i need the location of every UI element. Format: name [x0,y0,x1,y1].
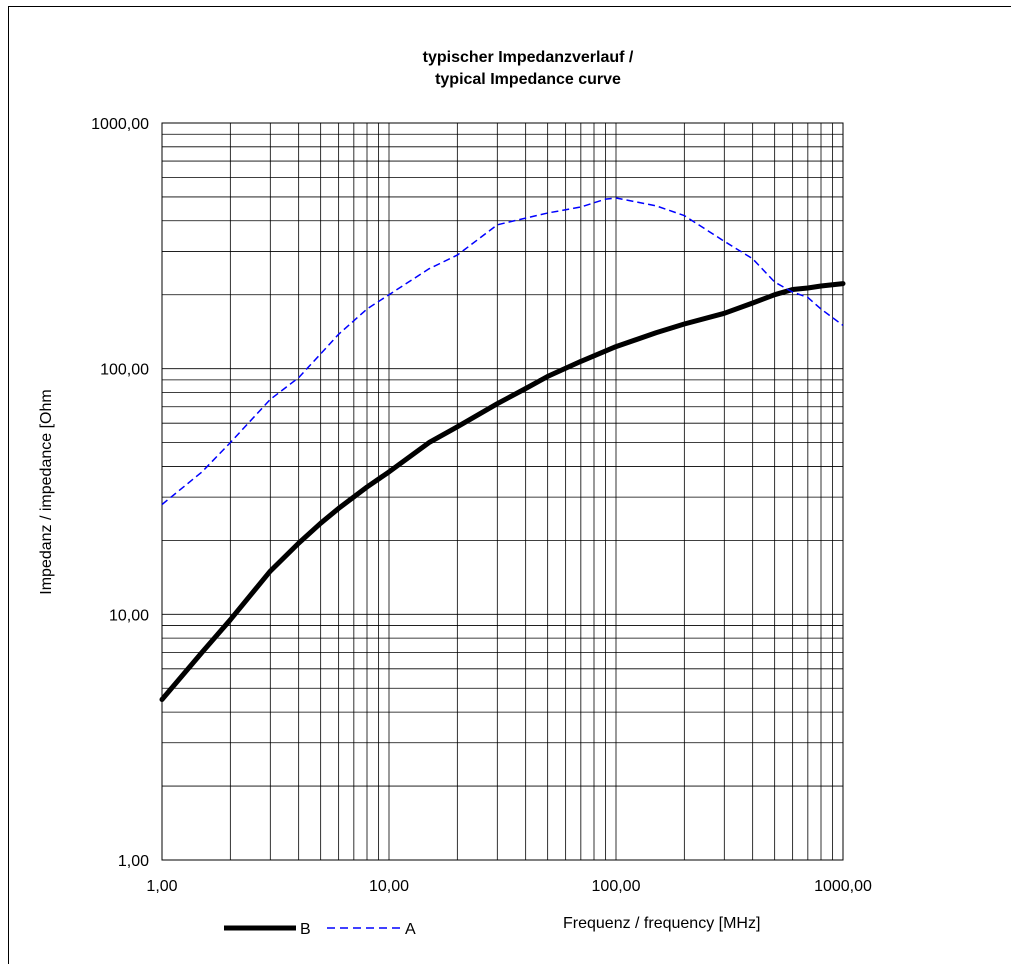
y-tick-label: 10,00 [109,607,149,624]
x-tick-labels: 1,00 10,00 100,00 1000,00 [146,878,872,895]
chart-title: typischer Impedanzverlauf / typical Imped… [423,49,634,88]
chart-title-line-2: typical Impedance curve [435,71,621,88]
x-tick-label: 10,00 [369,878,409,895]
legend-label-A: A [405,921,416,938]
x-tick-label: 100,00 [592,878,641,895]
y-tick-labels: 1,00 10,00 100,00 1000,00 [91,116,149,870]
grid-lines [162,123,843,860]
legend-label-B: B [300,921,311,938]
y-tick-label: 1,00 [118,853,149,870]
x-tick-label: 1,00 [146,878,177,895]
x-axis-label: Frequenz / frequency [MHz] [563,915,760,932]
y-tick-label: 100,00 [100,362,149,379]
x-tick-label: 1000,00 [814,878,872,895]
chart-title-line-1: typischer Impedanzverlauf / [423,49,634,66]
y-axis-label: Impedanz / impedance [Ohm [38,389,55,594]
chart-frame [8,6,1011,964]
y-tick-label: 1000,00 [91,116,149,133]
series-line-A [161,197,844,506]
data-series [159,197,846,702]
series-line-B [159,281,846,702]
plot-area-border [161,122,844,861]
